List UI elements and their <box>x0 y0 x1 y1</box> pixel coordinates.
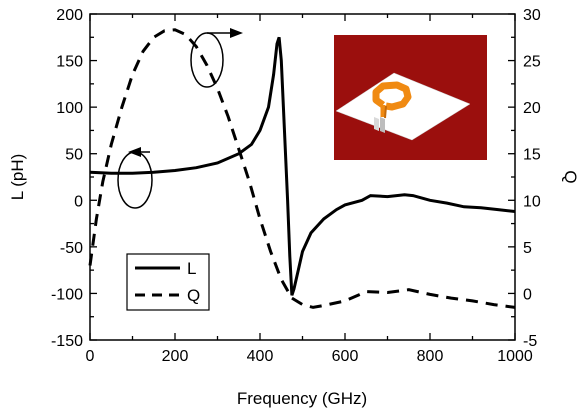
legend-label-Q: Q <box>187 286 200 305</box>
x-tick-label: 1000 <box>497 348 533 365</box>
series-line-Q <box>88 28 516 309</box>
y-right-tick-label: 25 <box>523 54 541 71</box>
annotation-Q-axis-indicator <box>190 28 243 88</box>
y-right-tick-label: 5 <box>523 240 532 257</box>
arrow-left-icon <box>128 147 141 157</box>
y-right-tick-label: 15 <box>523 147 541 164</box>
arrow-right-icon <box>230 28 243 38</box>
inset-spiral-inductor-image <box>334 35 487 160</box>
x-tick-label: 600 <box>332 348 359 365</box>
y-left-axis-title: L (pH) <box>8 154 27 201</box>
annotation-L-axis-indicator <box>117 147 153 209</box>
x-tick-label: 400 <box>247 348 274 365</box>
y-right-tick-label: 0 <box>523 286 532 303</box>
y-left-tick-label: -150 <box>51 333 83 350</box>
y-right-axis-title: Q <box>561 170 577 183</box>
y-right-tick-label: 20 <box>523 100 541 117</box>
y-right-tick-label: 30 <box>523 7 541 24</box>
y-left-tick-label: -100 <box>51 286 83 303</box>
legend: L Q <box>126 253 210 311</box>
x-axis-title: Frequency (GHz) <box>237 389 367 408</box>
octagonal-spiral-inductor-icon <box>372 81 412 133</box>
y-left-tick-label: 0 <box>74 193 83 210</box>
y-left-tick-label: -50 <box>60 240 83 257</box>
x-tick-label: 200 <box>162 348 189 365</box>
annotation-ellipse-l <box>117 151 153 209</box>
legend-label-L: L <box>187 259 196 278</box>
y-right-axis-ticks: -5 0 5 10 15 20 25 30 <box>508 7 541 350</box>
y-right-tick-label: -5 <box>523 333 537 350</box>
legend-box <box>126 253 210 311</box>
y-left-tick-label: 50 <box>65 147 83 164</box>
y-left-axis-ticks: -150 -100 -50 0 50 100 150 200 <box>51 7 97 350</box>
y-left-tick-label: 100 <box>56 100 83 117</box>
y-left-tick-label: 200 <box>56 7 83 24</box>
series-line-L <box>89 36 516 296</box>
x-tick-label: 0 <box>86 348 95 365</box>
x-tick-label: 800 <box>417 348 444 365</box>
x-axis-ticks: 0 200 400 600 800 1000 <box>86 14 533 365</box>
annotation-ellipse-q <box>190 32 224 88</box>
y-left-tick-label: 150 <box>56 54 83 71</box>
y-right-tick-label: 10 <box>523 193 541 210</box>
